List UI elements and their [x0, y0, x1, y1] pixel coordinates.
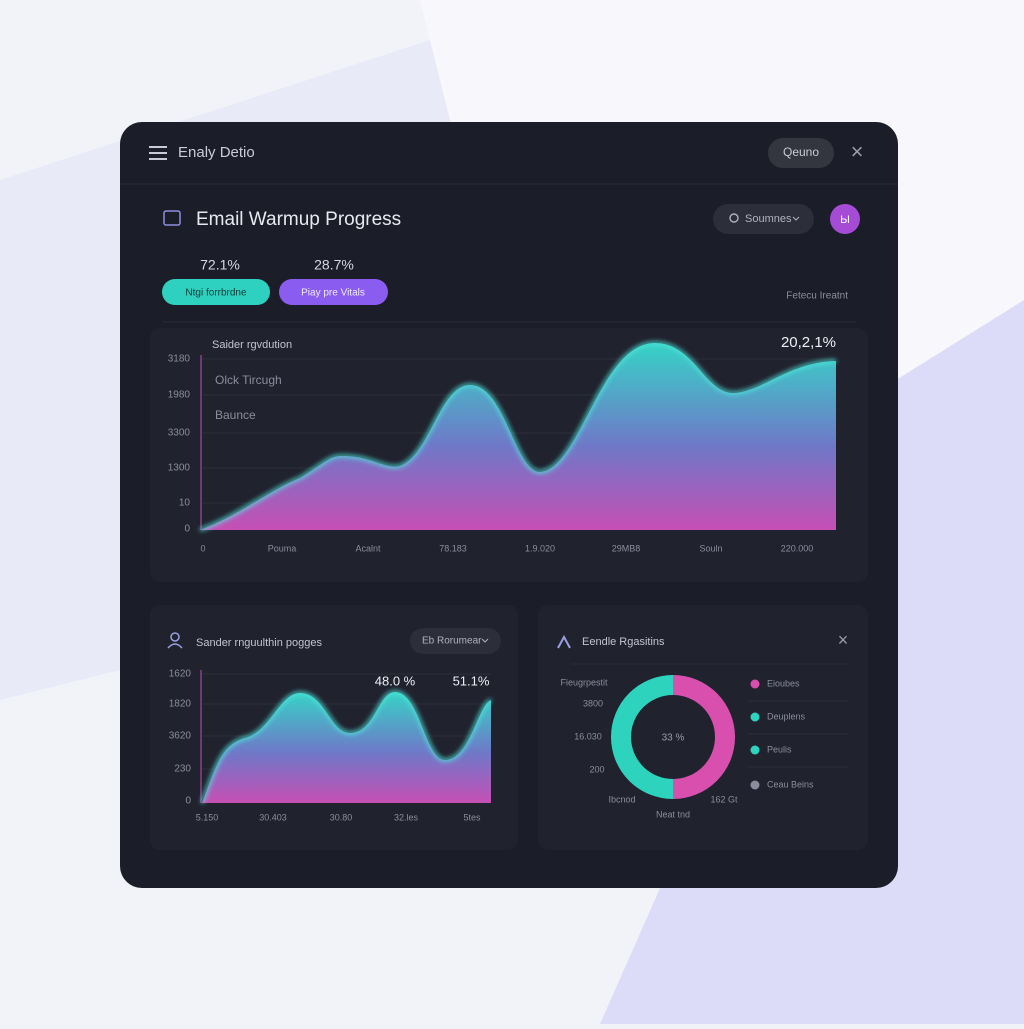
close-button[interactable]: ×: [851, 139, 864, 164]
x-tick-label: Acalnt: [355, 543, 381, 553]
x-tick-label: 1.9.020: [525, 543, 555, 553]
legend-marker: [750, 712, 760, 722]
chevron: [481, 638, 489, 643]
search-icon: [729, 213, 739, 223]
legend: Eioubes Deuplens Peulis Ceau Beins: [748, 678, 848, 790]
search-label: Soumnes: [745, 213, 792, 225]
stat-value: 72.1%: [200, 257, 240, 273]
x-axis: 5.150 30.403 30.80 32.les 5tes: [196, 812, 481, 822]
search[interactable]: [713, 204, 814, 234]
legend-marker: [750, 780, 760, 790]
x-tick-label: Pouma: [268, 543, 297, 553]
main-chart-label: Saider rgvdution: [212, 339, 292, 351]
close-button[interactable]: ×: [838, 630, 849, 650]
y-tick-label: 3180: [168, 354, 191, 365]
donut-title: Eendle Rgasitins: [582, 636, 665, 648]
donut-label: 16.030: [574, 731, 602, 741]
donut-label: 3800: [583, 698, 603, 708]
y-tick-label: 1300: [168, 463, 191, 474]
x-tick-label: 78.183: [439, 543, 467, 553]
y-tick-label: 1820: [169, 699, 192, 710]
title-icon: [163, 210, 181, 226]
dashboard-title: Email Warmup Progress: [196, 209, 401, 230]
app-title: Enaly Detio: [178, 144, 255, 161]
donut-segment: [611, 675, 674, 799]
menu-icon[interactable]: [149, 146, 167, 160]
chevron: [792, 216, 800, 221]
legend-label: Ceau Beins: [767, 779, 814, 789]
y-tick-label: 3620: [169, 731, 192, 742]
y-tick-label: 0: [184, 524, 190, 535]
stat-button-label: Ntgi forrbrdne: [185, 288, 247, 299]
x-tick-label: Souln: [699, 543, 722, 553]
y-tick-label: 10: [179, 498, 191, 509]
donut-panel: [538, 605, 868, 850]
x-tick-label: 30.403: [259, 812, 287, 822]
x-tick-label: 32.les: [394, 812, 419, 822]
series-label: Olck Tircugh: [215, 373, 282, 387]
sender-title: Sander rnguulthin pogges: [196, 637, 322, 649]
panel-icon: [557, 634, 571, 649]
donut-labels: Fieugrpestit 3800 16.030 200 Ibcnod 162 Gt Nea…: [560, 677, 738, 819]
legend-label: Peulis: [767, 744, 792, 754]
x-tick-label: 220.000: [781, 543, 814, 553]
legend-marker: [750, 745, 760, 755]
donut-label: Neat tnd: [656, 809, 690, 819]
stat-button[interactable]: [279, 279, 388, 305]
y-tick-label: 1620: [169, 669, 192, 680]
legend-label: Deuplens: [767, 711, 806, 721]
donut-label: Ibcnod: [608, 794, 635, 804]
x-tick-label: 29MB8: [612, 543, 641, 553]
sender-value: 51.1%: [453, 673, 490, 688]
stat-button-label: Piay pre Vitals: [301, 288, 365, 299]
stat-value: 28.7%: [314, 257, 354, 273]
donut-segment: [672, 675, 735, 799]
y-tick-label: 3300: [168, 428, 191, 439]
header-button[interactable]: [768, 138, 834, 168]
area-line: [200, 690, 492, 804]
y-tick-label: 1980: [168, 390, 191, 401]
main-chart-value: 20,2,1%: [781, 334, 836, 351]
series-label: Baunce: [215, 408, 256, 422]
area-line: [199, 341, 837, 532]
x-tick-label: 30.80: [330, 812, 353, 822]
sender-dropdown-label: Eb Rorumear: [422, 636, 482, 647]
avatar-label: Ы: [840, 214, 850, 226]
x-tick-label: 5tes: [463, 812, 481, 822]
avatar[interactable]: [830, 204, 860, 234]
x-tick-label: 0: [200, 543, 205, 553]
donut-center: 33 %: [662, 733, 685, 744]
sender-value: 48.0 %: [375, 673, 416, 688]
area-chart: [200, 343, 836, 530]
legend-marker: [750, 679, 760, 689]
sender-dropdown[interactable]: [410, 628, 501, 654]
filter-label[interactable]: Fetecu Ireatnt: [786, 291, 848, 302]
donut-label: Fieugrpestit: [560, 677, 608, 687]
stat-button[interactable]: [162, 279, 270, 305]
x-axis: 0 Pouma Acalnt 78.183 1.9.020 29MB8 Souln 220.0…: [200, 543, 813, 553]
legend-label: Eioubes: [767, 678, 800, 688]
donut-label: 162 Gt: [710, 794, 738, 804]
y-tick-label: 0: [185, 796, 191, 807]
donut-label: 200: [589, 764, 604, 774]
y-tick-label: 230: [174, 764, 191, 775]
x-tick-label: 5.150: [196, 812, 219, 822]
header-button-label: Qeuno: [783, 145, 819, 159]
panel-icon: [167, 643, 183, 649]
panel-icon: [170, 632, 180, 642]
